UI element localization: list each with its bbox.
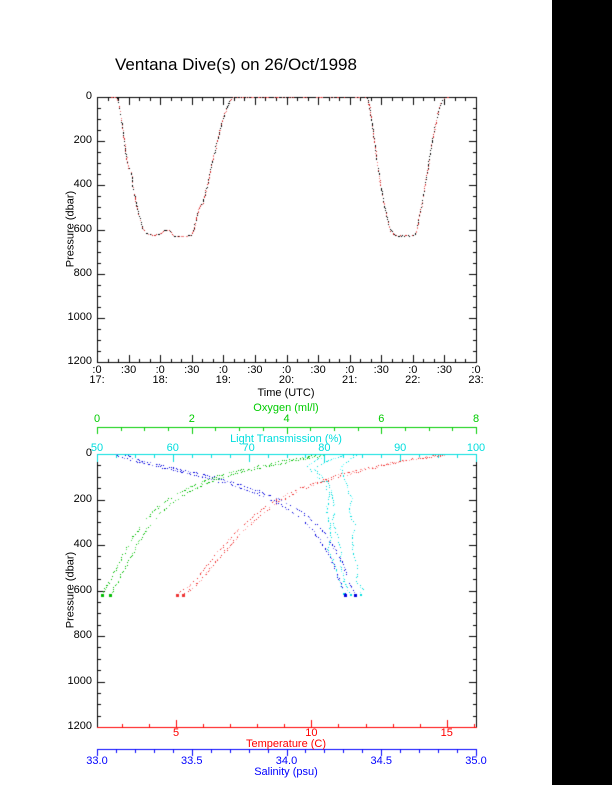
temperature-tick-label: 10 <box>305 727 318 739</box>
salinity-tick-label: 35.0 <box>465 755 487 767</box>
time-minute-tick-label: :0 <box>345 364 355 376</box>
time-minute-tick-label: :30 <box>120 364 137 376</box>
oxygen-tick-label: 4 <box>283 413 290 425</box>
pressure-tick-label: 600 <box>73 222 92 235</box>
pressure-tick-label: 200 <box>73 492 92 505</box>
pressure-tick-label: 200 <box>73 134 92 147</box>
pressure-tick-label: 800 <box>73 266 92 279</box>
oxygen-tick-label: 6 <box>378 413 385 425</box>
temperature-tick-label: 5 <box>172 727 180 739</box>
oxygen-tick-label: 2 <box>188 413 195 425</box>
pressure-tick-label: 400 <box>73 178 92 191</box>
pressure-tick-label: 1200 <box>67 720 92 732</box>
chart-title: Ventana Dive(s) on 26/Oct/1998 <box>115 55 357 74</box>
salinity-tick-label: 33.5 <box>181 755 203 767</box>
light-transmission-tick-label: 60 <box>166 442 179 454</box>
time-minute-tick-label: :0 <box>408 364 418 376</box>
time-minute-tick-label: :30 <box>184 364 200 376</box>
time-hour-tick-label: 21: <box>342 374 358 386</box>
time-hour-tick-label: 18: <box>152 374 168 386</box>
time-hour-tick-label: 23: <box>468 374 484 386</box>
time-hour-tick-label: 19: <box>215 374 231 386</box>
pressure-tick-label: 1000 <box>67 674 92 687</box>
time-hour-tick-label: 17: <box>89 374 105 386</box>
light-transmission-axis-label: Light Transmission (%) <box>230 433 342 445</box>
oxygen-tick-label: 0 <box>93 413 101 425</box>
time-minute-tick-label: :0 <box>92 364 102 376</box>
oxygen-tick-label: 8 <box>472 413 480 425</box>
light-transmission-tick-label: 70 <box>242 442 255 454</box>
time-minute-tick-label: :0 <box>471 364 481 376</box>
light-transmission-tick-label: 100 <box>466 442 486 454</box>
light-transmission-tick-label: 80 <box>318 442 331 454</box>
time-minute-tick-label: :0 <box>155 364 165 376</box>
time-minute-tick-label: :30 <box>373 364 389 376</box>
pressure-tick-label: 400 <box>73 538 92 550</box>
pressure-tick-label: 0 <box>85 447 92 459</box>
temperature-tick-label: 15 <box>440 727 453 739</box>
light-transmission-tick-label: 50 <box>90 442 104 454</box>
time-minute-tick-label: :30 <box>310 364 326 376</box>
salinity-tick-label: 34.5 <box>370 755 392 767</box>
pressure-tick-label: 800 <box>73 629 92 641</box>
time-minute-tick-label: :0 <box>281 364 292 376</box>
time-hour-tick-label: 22: <box>405 374 421 386</box>
pressure-tick-label: 1200 <box>67 355 92 367</box>
light-transmission-tick-label: 90 <box>394 442 407 454</box>
salinity-tick-label: 33.0 <box>86 755 108 767</box>
time-minute-tick-label: :30 <box>436 364 453 376</box>
time-hour-tick-label: 20: <box>278 374 295 386</box>
time-minute-tick-label: :30 <box>247 364 263 376</box>
pressure-tick-label: 0 <box>85 90 92 102</box>
temperature-axis-label: Temperature (C) <box>245 738 327 750</box>
pressure-tick-label: 600 <box>73 583 92 596</box>
salinity-axis-label: Salinity (psu) <box>254 766 318 778</box>
salinity-tick-label: 34.0 <box>275 755 298 767</box>
right-black-margin-band <box>552 0 612 785</box>
time-minute-tick-label: :0 <box>218 364 228 376</box>
top-plot-xlabel-time: Time (UTC) <box>257 387 315 399</box>
oxygen-axis-label: Oxygen (ml/l) <box>253 402 319 414</box>
pressure-tick-label: 1000 <box>67 310 92 323</box>
